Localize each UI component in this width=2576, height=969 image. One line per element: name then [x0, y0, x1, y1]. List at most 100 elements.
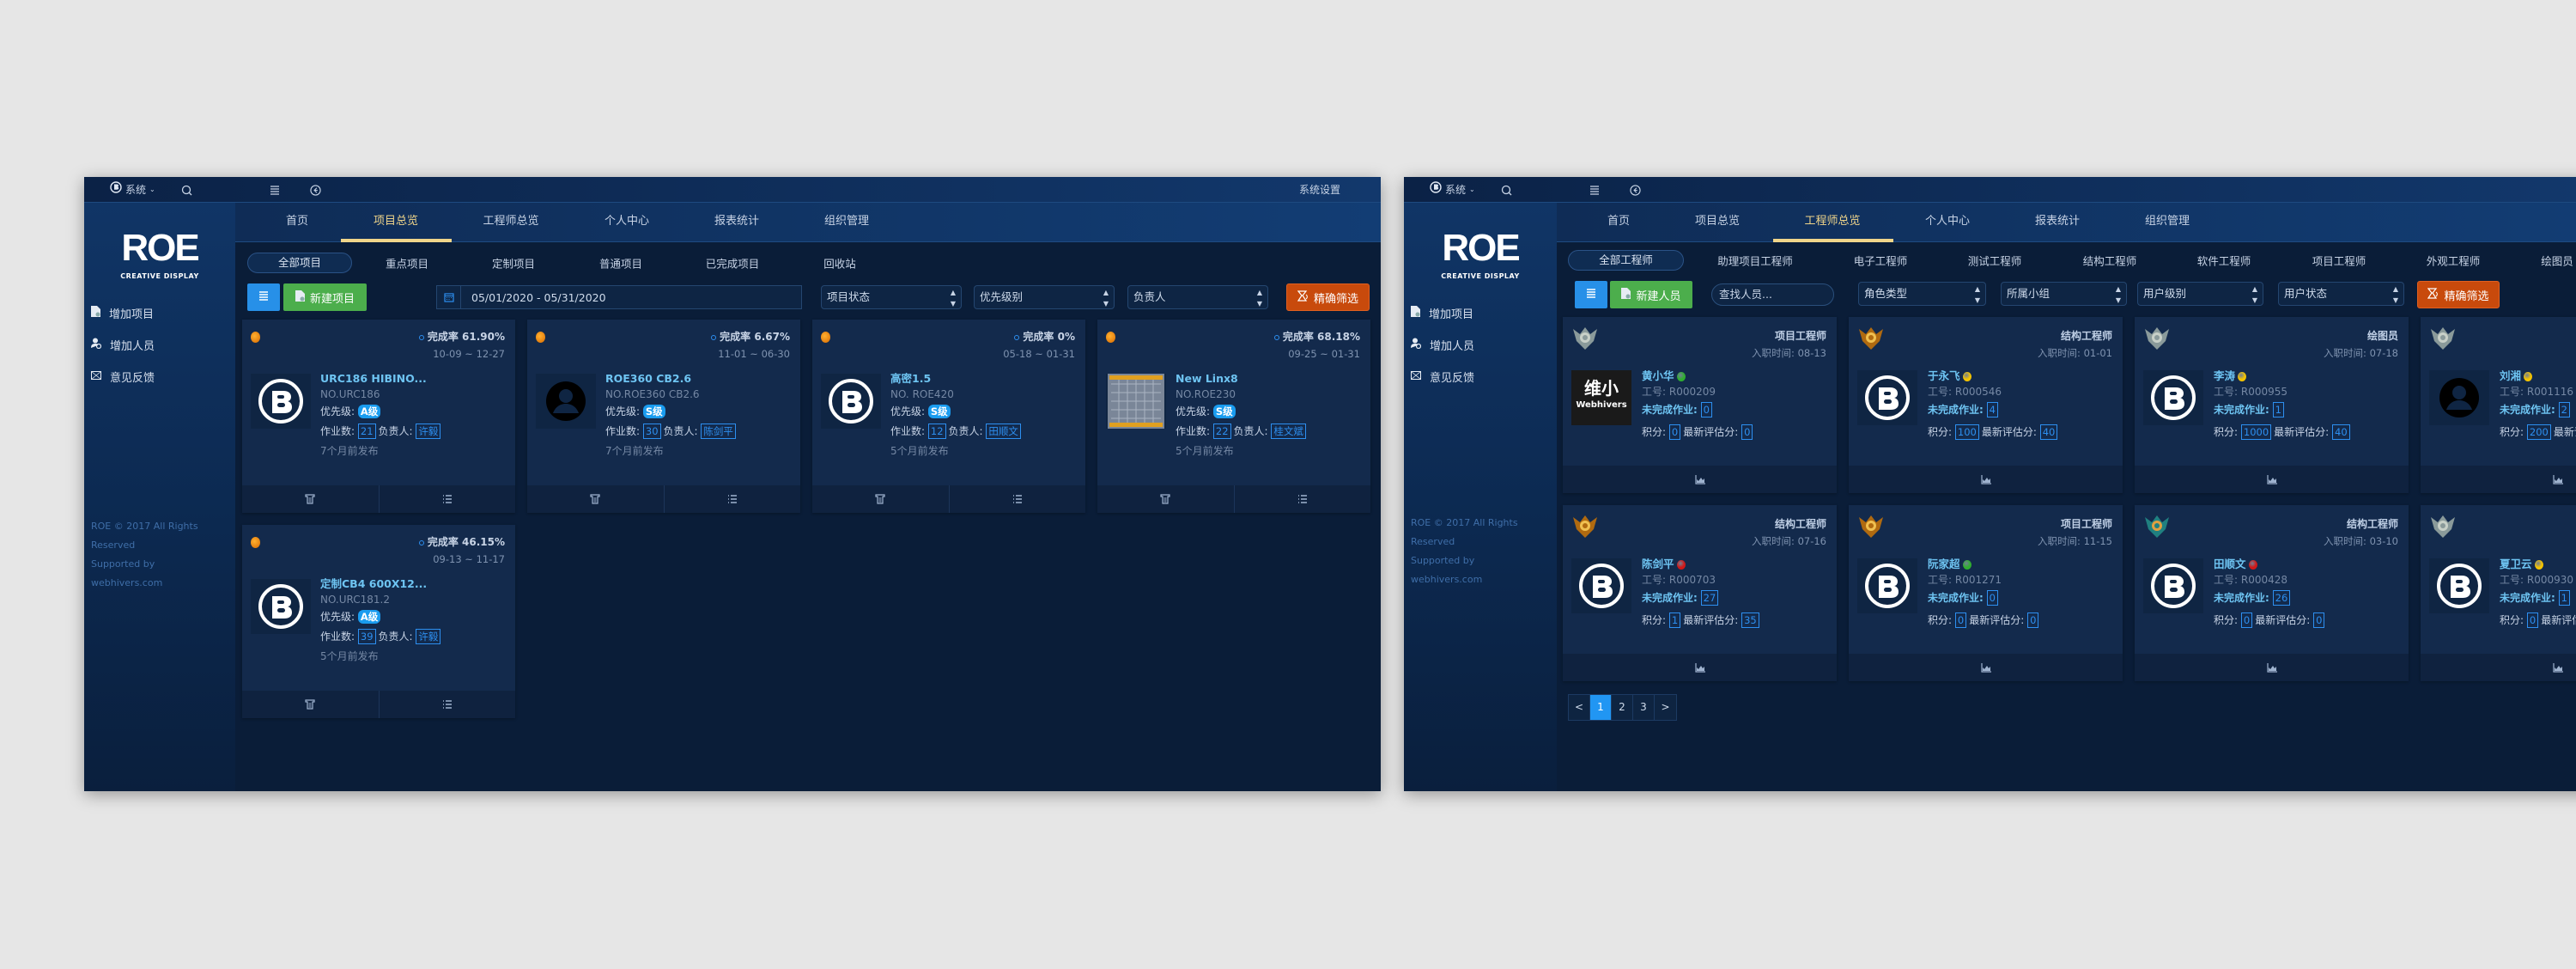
date-range-picker[interactable]: 05/01/2020 - 05/31/2020	[436, 285, 802, 309]
performance-chart-button[interactable]	[1563, 654, 1837, 681]
chat-icon[interactable]	[1501, 177, 1513, 203]
tab-engineers[interactable]: 工程师总览	[1804, 215, 1861, 228]
project-card[interactable]: 完成率 68.18% 09-25 ~ 01-31 New Linx8 NO.RO…	[1097, 320, 1370, 513]
engineer-card[interactable]: 刘湘 工号: R001116 未完成作业: 2 积分: 200最新评估分:	[2421, 317, 2576, 493]
back-icon[interactable]	[1630, 177, 1641, 203]
footer-line[interactable]: webhivers.com	[91, 577, 163, 588]
list-view-button[interactable]	[1575, 281, 1607, 308]
performance-chart-button[interactable]	[2135, 654, 2409, 681]
select-role[interactable]: 角色类型 ▲ ▼	[1858, 282, 1986, 306]
performance-chart-button[interactable]	[1849, 466, 2123, 493]
sidebar-item-feedback[interactable]: 意见反馈	[1411, 368, 1474, 385]
project-card[interactable]: 完成率 46.15% 09-13 ~ 11-17 定制CB4 600X12...…	[242, 525, 515, 718]
subtab-all-engineers[interactable]: 全部工程师	[1568, 250, 1684, 271]
engineer-card[interactable]: 项目工程师 入职时间: 11-15 阮家超 工号: R001271 未完成作业:…	[1849, 505, 2123, 681]
precise-filter-button[interactable]: 精确筛选	[2417, 281, 2500, 308]
task-list-button[interactable]	[378, 691, 516, 718]
subtab-engineer-role[interactable]: 助理项目工程师	[1717, 254, 1793, 268]
engineer-name[interactable]: 夏卫云	[2500, 558, 2532, 570]
system-menu[interactable]: 系统 ⌄	[110, 177, 155, 203]
chat-icon[interactable]	[181, 177, 193, 203]
subtab-project-filter[interactable]: 已完成项目	[705, 257, 760, 271]
page-button[interactable]: 3	[1633, 695, 1655, 720]
next-page-button[interactable]: >	[1661, 701, 1670, 713]
project-card[interactable]: 完成率 61.90% 10-09 ~ 12-27 URC186 HIBINO..…	[242, 320, 515, 513]
project-detail-button[interactable]	[1097, 485, 1234, 513]
tab-home[interactable]: 首页	[285, 215, 309, 228]
tab-engineers[interactable]: 工程师总览	[483, 215, 539, 228]
subtab-engineer-role[interactable]: 测试工程师	[1967, 254, 2022, 268]
system-settings-link[interactable]: 系统设置	[1299, 184, 1341, 196]
new-member-button[interactable]: 新建人员	[1610, 281, 1692, 308]
search-member-input[interactable]: 查找人员...	[1711, 283, 1834, 306]
project-detail-button[interactable]	[527, 485, 664, 513]
project-card[interactable]: 完成率 0% 05-18 ~ 01-31 高密1.5 NO. ROE420 优先…	[812, 320, 1085, 513]
engineer-card[interactable]: 项目工程师 入职时间: 08-13 维小 Webhivers 黄小华 工号: R0…	[1563, 317, 1837, 493]
engineer-name[interactable]: 李涛	[2214, 369, 2236, 382]
subtab-engineer-role[interactable]: 绘图员	[2541, 254, 2573, 268]
engineer-card[interactable]: 绘图员 入职时间: 07-18 李涛 工号: R000955 未完成作业: 1 …	[2135, 317, 2409, 493]
tab-organization[interactable]: 组织管理	[823, 215, 870, 228]
project-title[interactable]: ROE360 CB2.6	[605, 372, 692, 385]
performance-chart-button[interactable]	[1563, 466, 1837, 493]
select-group[interactable]: 所属小组 ▲ ▼	[2001, 282, 2127, 306]
tab-personal[interactable]: 个人中心	[1924, 215, 1971, 228]
select-state[interactable]: 用户状态 ▲ ▼	[2278, 282, 2404, 306]
tab-personal[interactable]: 个人中心	[604, 215, 650, 228]
select-owner[interactable]: 负责人 ▲ ▼	[1127, 285, 1268, 309]
sidebar-item-add-project[interactable]: 增加项目	[1411, 304, 1473, 321]
back-icon[interactable]	[310, 177, 321, 203]
subtab-engineer-role[interactable]: 结构工程师	[2082, 254, 2137, 268]
owner-name[interactable]: 许毅	[416, 424, 441, 439]
page-button[interactable]: 1	[1590, 695, 1612, 720]
list-view-button[interactable]	[247, 283, 280, 311]
tab-organization[interactable]: 组织管理	[2144, 215, 2190, 228]
performance-chart-button[interactable]	[1849, 654, 2123, 681]
project-title[interactable]: New Linx8	[1176, 372, 1238, 385]
new-project-button[interactable]: 新建项目	[283, 283, 367, 311]
project-title[interactable]: URC186 HIBINO...	[320, 372, 427, 385]
select-level[interactable]: 用户级别 ▲ ▼	[2137, 282, 2263, 306]
menu-toggle-icon[interactable]	[270, 177, 280, 203]
task-list-button[interactable]	[1233, 485, 1371, 513]
subtab-engineer-role[interactable]: 外观工程师	[2426, 254, 2481, 268]
task-list-button[interactable]	[948, 485, 1086, 513]
owner-name[interactable]: 许毅	[416, 629, 441, 644]
engineer-name[interactable]: 于永飞	[1928, 369, 1960, 382]
owner-name[interactable]: 桂文斌	[1271, 424, 1306, 439]
sidebar-item-add-member[interactable]: 增加人员	[91, 336, 155, 353]
subtab-project-filter[interactable]: 重点项目	[385, 257, 429, 271]
project-detail-button[interactable]	[242, 485, 379, 513]
sidebar-item-add-member[interactable]: 增加人员	[1411, 336, 1474, 353]
page-button[interactable]: 2	[1612, 695, 1633, 720]
subtab-project-filter[interactable]: 回收站	[823, 257, 856, 271]
tab-reports[interactable]: 报表统计	[714, 215, 760, 228]
task-list-button[interactable]	[663, 485, 801, 513]
performance-chart-button[interactable]	[2135, 466, 2409, 493]
sidebar-item-add-project[interactable]: 增加项目	[91, 304, 154, 321]
project-card[interactable]: 完成率 6.67% 11-01 ~ 06-30 ROE360 CB2.6 NO.…	[527, 320, 800, 513]
subtab-project-filter[interactable]: 普通项目	[598, 257, 643, 271]
engineer-name[interactable]: 黄小华	[1642, 369, 1674, 382]
performance-chart-button[interactable]	[2421, 654, 2576, 681]
engineer-name[interactable]: 刘湘	[2500, 369, 2522, 382]
sidebar-item-feedback[interactable]: 意见反馈	[91, 368, 155, 385]
subtab-all-projects[interactable]: 全部项目	[247, 253, 352, 273]
tab-reports[interactable]: 报表统计	[2034, 215, 2081, 228]
project-detail-button[interactable]	[242, 691, 379, 718]
project-title[interactable]: 高密1.5	[890, 372, 932, 385]
engineer-card[interactable]: 结构工程师 入职时间: 01-01 于永飞 工号: R000546 未完成作业:…	[1849, 317, 2123, 493]
tab-home[interactable]: 首页	[1607, 215, 1631, 228]
subtab-engineer-role[interactable]: 项目工程师	[2312, 254, 2366, 268]
prev-page-button[interactable]: <	[1569, 695, 1590, 720]
tab-projects[interactable]: 项目总览	[1694, 215, 1741, 228]
task-list-button[interactable]	[378, 485, 516, 513]
subtab-project-filter[interactable]: 定制项目	[491, 257, 536, 271]
subtab-engineer-role[interactable]: 软件工程师	[2196, 254, 2251, 268]
select-status[interactable]: 项目状态 ▲ ▼	[821, 285, 962, 309]
precise-filter-button[interactable]: 精确筛选	[1286, 283, 1370, 311]
footer-line[interactable]: webhivers.com	[1411, 574, 1483, 585]
project-detail-button[interactable]	[812, 485, 949, 513]
engineer-name[interactable]: 田顺文	[2214, 558, 2246, 570]
engineer-card[interactable]: 结构工程师 入职时间: 07-16 陈剑平 工号: R000703 未完成作业:…	[1563, 505, 1837, 681]
